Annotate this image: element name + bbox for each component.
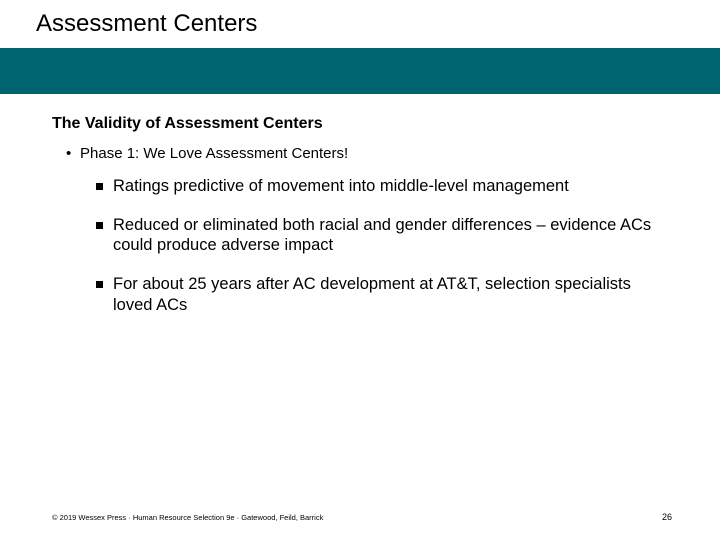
page-title: Assessment Centers (36, 10, 257, 38)
square-bullet-icon (96, 183, 103, 190)
phase-list: •Phase 1: We Love Assessment Centers! Ra… (66, 145, 672, 315)
point-text: For about 25 years after AC development … (113, 274, 672, 315)
phase-label: Phase 1: We Love Assessment Centers! (80, 145, 348, 162)
point-text: Reduced or eliminated both racial and ge… (113, 215, 672, 256)
subtitle: The Validity of Assessment Centers (52, 115, 672, 133)
header-band: Assessment Centers (0, 0, 720, 94)
phase-item: •Phase 1: We Love Assessment Centers! Ra… (66, 145, 672, 315)
list-item: For about 25 years after AC development … (96, 274, 672, 315)
bullet-dot-icon: • (66, 145, 80, 162)
list-item: Reduced or eliminated both racial and ge… (96, 215, 672, 256)
footer: © 2019 Wessex Press · Human Resource Sel… (52, 512, 672, 522)
square-bullet-icon (96, 281, 103, 288)
slide: Assessment Centers The Validity of Asses… (0, 0, 720, 540)
point-list: Ratings predictive of movement into midd… (96, 176, 672, 315)
square-bullet-icon (96, 222, 103, 229)
content-area: The Validity of Assessment Centers •Phas… (52, 115, 672, 333)
point-text: Ratings predictive of movement into midd… (113, 176, 672, 197)
copyright-text: © 2019 Wessex Press · Human Resource Sel… (52, 513, 323, 522)
list-item: Ratings predictive of movement into midd… (96, 176, 672, 197)
page-number: 26 (662, 512, 672, 522)
